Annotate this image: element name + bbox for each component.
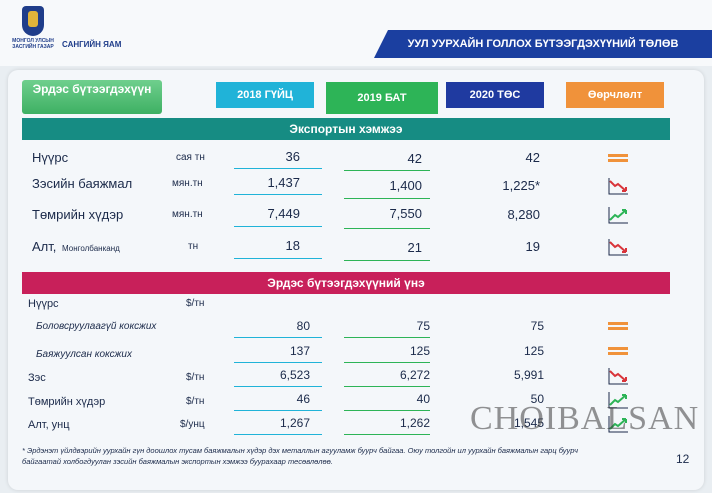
underline-2019: [344, 410, 430, 411]
export-value-2020: 8,280: [507, 207, 540, 222]
price-row-name: Зэс: [28, 372, 46, 384]
price-value-2019: 1,262: [399, 416, 430, 430]
footnote: * Эрдэнэт үйлдвэрийн уурхайн гүн доошлох…: [22, 446, 578, 466]
price-value-2020: 75: [530, 319, 544, 333]
price-value-2018: 6,523: [279, 368, 310, 382]
underline-2018: [234, 362, 322, 363]
export-row-name: Төмрийн хүдэр: [32, 207, 124, 222]
price-row-name: Алт, унц: [28, 419, 70, 431]
down-trend-icon: [606, 237, 630, 257]
underline-2018: [234, 226, 322, 227]
price-row-name: Баяжуулсан коксжих: [36, 349, 132, 360]
export-value-2019: 7,550: [389, 206, 422, 221]
price-value-2019: 125: [409, 344, 430, 358]
price-value-2019: 6,272: [399, 368, 430, 382]
underline-2019: [344, 260, 430, 261]
up-trend-icon: [606, 390, 630, 410]
export-value-2018: 7,449: [267, 206, 300, 221]
underline-2018: [234, 434, 322, 435]
underline-2019: [344, 362, 430, 363]
underline-2018: [234, 337, 322, 338]
export-value-2018: 1,437: [267, 175, 300, 190]
price-value-2018: 1,267: [279, 416, 310, 430]
underline-2018: [234, 194, 322, 195]
price-coal-unit: $/тн: [186, 298, 205, 309]
col-header-change: Өөрчлөлт: [566, 82, 664, 108]
up-trend-icon: [606, 205, 630, 225]
export-value-2018: 18: [285, 238, 300, 253]
col-header-2019: 2019 БАТ: [326, 82, 438, 114]
export-row-note: Монголбанканд: [62, 244, 120, 253]
export-value-2020: 42: [525, 150, 540, 165]
price-value-2018: 46: [296, 392, 310, 406]
export-value-2020: 19: [525, 239, 540, 254]
up-trend-icon: [606, 414, 630, 434]
government-logo: МОНГОЛ УЛСЫН ЗАСГИЙН ГАЗАР: [8, 6, 58, 60]
export-section-title: Экспортын хэмжээ: [22, 118, 670, 140]
flat-trend-icon: [606, 316, 630, 336]
col-header-mineral: Эрдэс бүтээгдэхүүн: [22, 80, 162, 114]
export-row-unit: мян.тн: [172, 178, 203, 189]
price-row-unit: $/унц: [180, 419, 205, 430]
underline-2019: [344, 434, 430, 435]
price-row-unit: $/тн: [186, 372, 205, 383]
price-row-name: Төмрийн хүдэр: [28, 396, 106, 408]
price-row-unit: $/тн: [186, 396, 205, 407]
price-value-2020: 125: [523, 344, 544, 358]
underline-2018: [234, 258, 322, 259]
price-value-2019: 40: [416, 392, 430, 406]
price-value-2018: 137: [289, 344, 310, 358]
watermark: CHOIBALSAN: [470, 400, 700, 437]
export-row-unit: сая тн: [176, 152, 205, 163]
soyombo-emblem-icon: [22, 6, 44, 36]
col-header-2018: 2018 ГҮЙЦ: [216, 82, 314, 108]
price-section-title: Эрдэс бүтээгдэхүүний үнэ: [22, 272, 670, 294]
price-value-2020: 1,545: [513, 416, 544, 430]
underline-2019: [344, 198, 430, 199]
underline-2018: [234, 168, 322, 169]
underline-2019: [344, 337, 430, 338]
underline-2019: [344, 386, 430, 387]
price-coal-label: Нүүрс: [28, 298, 59, 310]
down-trend-icon: [606, 366, 630, 386]
underline-2018: [234, 410, 322, 411]
export-row-name: Зэсийн баяжмал: [32, 176, 133, 191]
export-row-name: Алт,: [32, 239, 57, 254]
export-row-name: Нүүрс: [32, 150, 69, 165]
underline-2019: [344, 228, 430, 229]
ministry-name: САНГИЙН ЯАМ: [62, 40, 122, 49]
down-trend-icon: [606, 176, 630, 196]
page-number: 12: [676, 452, 690, 466]
price-value-2019: 75: [416, 319, 430, 333]
export-value-2018: 36: [285, 149, 300, 164]
export-value-2020: 1,225*: [502, 178, 540, 193]
price-value-2020: 5,991: [513, 368, 544, 382]
price-value-2018: 80: [296, 319, 310, 333]
col-header-2020: 2020 ТӨС: [446, 82, 544, 108]
flat-trend-icon: [606, 341, 630, 361]
export-value-2019: 21: [407, 240, 422, 255]
export-row-unit: мян.тн: [172, 209, 203, 220]
underline-2018: [234, 386, 322, 387]
export-value-2019: 42: [407, 151, 422, 166]
logo-text: МОНГОЛ УЛСЫН ЗАСГИЙН ГАЗАР: [12, 38, 54, 50]
price-row-name: Боловсруулаагүй коксжих: [36, 321, 157, 332]
flat-trend-icon: [606, 148, 630, 168]
export-row-unit: тн: [188, 241, 199, 252]
underline-2019: [344, 170, 430, 171]
slide-title: УУЛ УУРХАЙН ГОЛЛОХ БҮТЭЭГДЭХҮҮНИЙ ТӨЛӨВ: [374, 30, 712, 58]
export-value-2019: 1,400: [389, 178, 422, 193]
price-value-2020: 50: [530, 392, 544, 406]
top-header: МОНГОЛ УЛСЫН ЗАСГИЙН ГАЗАР САНГИЙН ЯАМ У…: [0, 0, 712, 66]
